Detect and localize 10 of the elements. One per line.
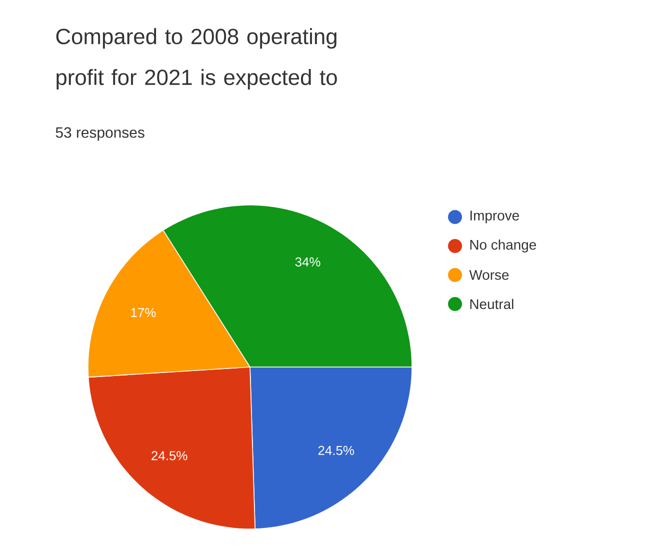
chart-subtitle: 53 responses: [56, 127, 144, 141]
chart-title: Compared to 2008 operating profit for 2021 is expected to: [56, 28, 337, 90]
legend-label: Worse: [469, 270, 509, 280]
legend-label: Improve: [470, 210, 519, 224]
data-label: 34%: [295, 257, 320, 267]
legend-label: Neutral: [470, 298, 514, 310]
data-label: 17%: [131, 308, 156, 318]
data-label: 24.5%: [152, 451, 188, 460]
data-label: 24.5%: [318, 446, 354, 456]
legend-label: No change: [470, 239, 536, 252]
